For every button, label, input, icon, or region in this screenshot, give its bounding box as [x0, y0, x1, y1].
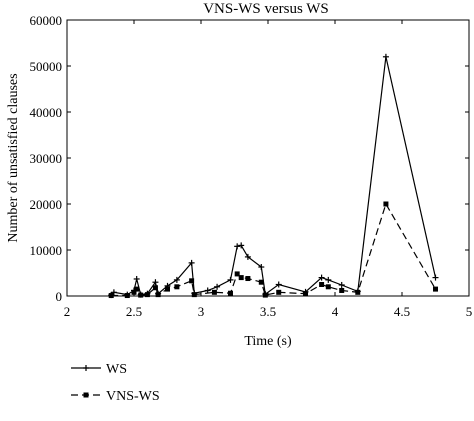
ws-point — [318, 274, 325, 281]
x-axis: 2 2.5 3 3.5 4 4.5 5 — [64, 20, 473, 319]
ws-point — [234, 243, 241, 250]
chart-title: VNS-WS versus WS — [203, 1, 329, 17]
vns-ws-point — [134, 286, 140, 292]
ws-point — [152, 279, 159, 286]
y-tick-label: 10000 — [30, 243, 63, 258]
y-tick-label: 0 — [56, 289, 63, 304]
x-tick-label: 4 — [332, 304, 339, 319]
x-tick-label: 4.5 — [394, 304, 410, 319]
vns-ws-point — [83, 392, 89, 398]
series-vns-ws — [108, 201, 438, 299]
y-axis: 0 10000 20000 30000 40000 50000 60000 — [30, 13, 469, 304]
vns-ws-point — [258, 279, 264, 285]
y-tick-label: 30000 — [30, 151, 63, 166]
ws-point — [83, 365, 89, 371]
series-line-ws — [110, 56, 437, 296]
ws-point — [325, 276, 332, 283]
vns-ws-point — [276, 289, 282, 295]
vns-ws-point — [211, 289, 217, 295]
y-axis-label: Number of unsatisfied clauses — [6, 73, 21, 242]
ws-point — [173, 276, 180, 283]
vns-ws-point — [303, 291, 309, 297]
x-tick-label: 2.5 — [126, 304, 142, 319]
vns-ws-point — [262, 292, 268, 298]
vns-ws-point — [433, 286, 438, 292]
ws-point — [275, 281, 282, 288]
vns-ws-point — [152, 285, 158, 291]
ws-point — [214, 283, 221, 290]
vns-ws-point — [325, 284, 331, 290]
ws-point — [338, 281, 345, 288]
vns-ws-point — [124, 293, 130, 299]
vns-ws-point — [155, 292, 161, 298]
x-tick-label: 3 — [198, 304, 205, 319]
vns-ws-point — [339, 287, 345, 293]
vns-ws-point — [355, 289, 361, 295]
vns-ws-point — [144, 292, 150, 298]
vns-ws-point — [165, 286, 170, 292]
ws-point — [227, 276, 234, 283]
ws-point — [432, 274, 439, 281]
x-tick-label: 5 — [466, 304, 473, 319]
vns-ws-point — [319, 282, 325, 287]
y-tick-label: 20000 — [30, 197, 63, 212]
vns-ws-point — [191, 292, 197, 298]
legend-item-vns-ws: VNS-WS — [71, 389, 160, 404]
vns-ws-point — [138, 292, 144, 298]
legend-label: VNS-WS — [106, 389, 160, 404]
vns-ws-point — [189, 278, 195, 284]
y-tick-label: 60000 — [30, 13, 63, 28]
y-tick-label: 40000 — [30, 105, 63, 120]
vns-ws-point — [227, 290, 233, 296]
legend-item-ws: WS — [71, 362, 127, 377]
ws-point — [382, 53, 389, 60]
x-axis-label: Time (s) — [244, 334, 292, 349]
vns-ws-point — [234, 271, 240, 277]
ws-point — [238, 242, 245, 249]
ws-point — [110, 289, 117, 296]
vns-ws-point — [131, 289, 137, 295]
series-layer — [108, 53, 439, 299]
vns-ws-point — [245, 276, 251, 282]
series-ws — [108, 53, 439, 299]
vns-ws-point — [383, 201, 389, 207]
x-tick-label: 2 — [64, 304, 71, 319]
ws-point — [244, 253, 251, 260]
x-tick-label: 3.5 — [260, 304, 276, 319]
ws-point — [188, 259, 195, 266]
vns-ws-point — [174, 284, 180, 290]
y-tick-label: 50000 — [30, 59, 63, 74]
legend: WS VNS-WS — [71, 362, 160, 404]
vns-ws-point — [238, 275, 244, 281]
ws-point — [133, 275, 140, 282]
series-line-vns-ws — [111, 202, 437, 297]
legend-label: WS — [106, 362, 127, 377]
vns-ws-point — [108, 293, 114, 299]
ws-point — [258, 264, 265, 271]
